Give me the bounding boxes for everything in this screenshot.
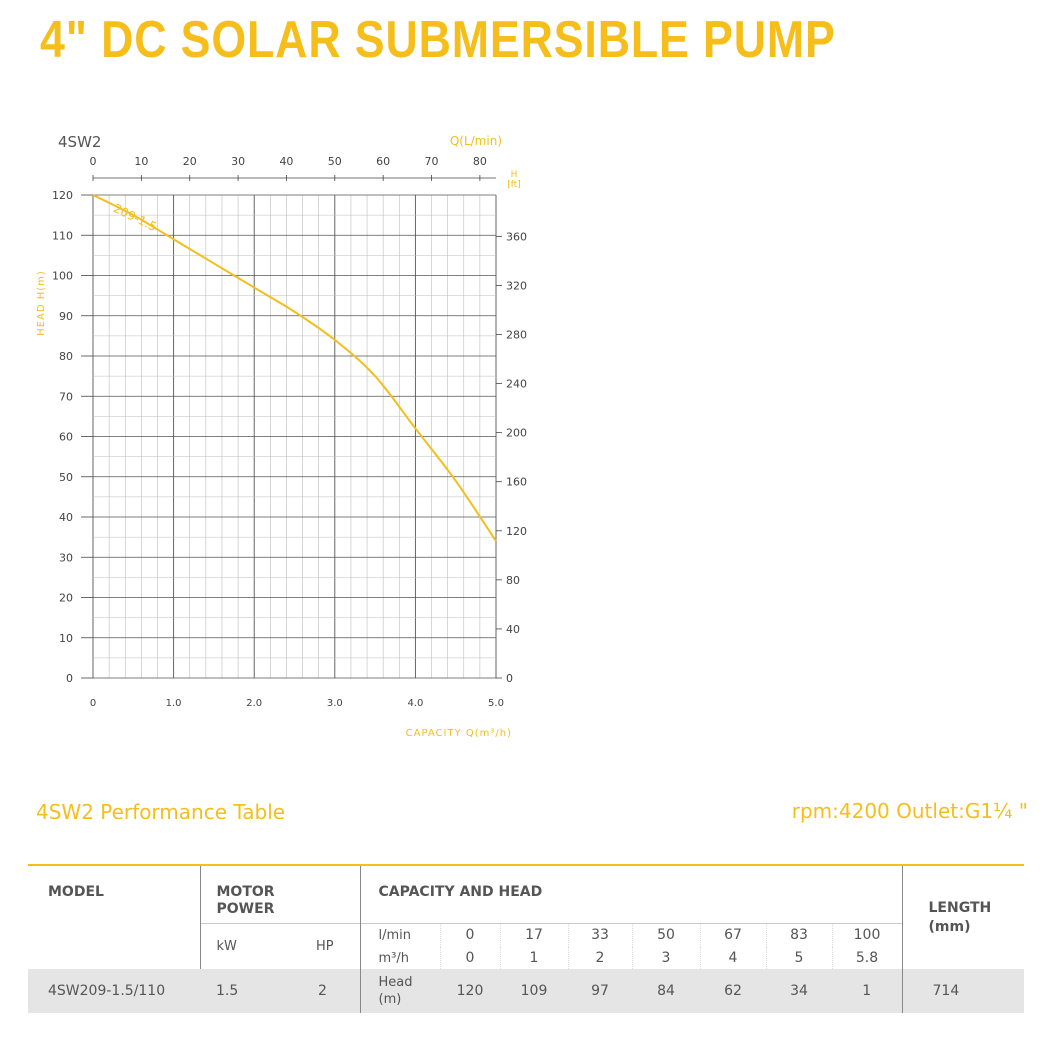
right-tick-label: 40 bbox=[506, 623, 520, 636]
table-title: 4SW2 Performance Table bbox=[36, 800, 286, 824]
top-tick-label: 30 bbox=[231, 155, 245, 168]
m3h-value: 2 bbox=[567, 947, 632, 969]
right-tick-label: 360 bbox=[506, 230, 527, 243]
right-tick-label: 200 bbox=[506, 427, 527, 440]
m3h-value: 0 bbox=[439, 947, 500, 969]
top-tick-label: 20 bbox=[183, 155, 197, 168]
y-tick-label: 40 bbox=[59, 511, 73, 524]
y-tick-label: 110 bbox=[52, 229, 73, 242]
top-tick-label: 70 bbox=[425, 155, 439, 168]
x-tick-label: 0 bbox=[90, 698, 96, 709]
lmin-value: 100 bbox=[831, 922, 903, 947]
y-tick-label: 20 bbox=[59, 592, 73, 605]
table-meta: rpm:4200 Outlet:G1¼ " bbox=[791, 799, 1028, 823]
x-tick-label: 2.0 bbox=[246, 698, 262, 709]
y-tick-label: 100 bbox=[52, 270, 73, 283]
right-tick-label: 280 bbox=[506, 329, 527, 342]
top-tick-label: 50 bbox=[328, 155, 342, 168]
head-value: 84 bbox=[632, 969, 700, 1013]
lmin-value: 33 bbox=[567, 922, 632, 947]
x-axis-label: CAPACITY Q(m³/h) bbox=[406, 728, 512, 739]
head-label: Head (m) bbox=[360, 969, 440, 1013]
y-tick-label: 50 bbox=[59, 471, 73, 484]
right-axis-label-ft: [ft] bbox=[507, 180, 521, 190]
m3h-value: 1 bbox=[499, 947, 568, 969]
page-title: 4" DC SOLAR SUBMERSIBLE PUMP bbox=[40, 11, 836, 69]
y-tick-label: 0 bbox=[66, 672, 73, 685]
header-motor-power: MOTOR POWER bbox=[200, 865, 361, 923]
right-axis-label-h: H bbox=[511, 170, 518, 180]
y-tick-label: 70 bbox=[59, 390, 73, 403]
series-curve bbox=[92, 194, 497, 542]
top-tick-label: 10 bbox=[134, 155, 148, 168]
m3h-value: 5 bbox=[765, 947, 832, 969]
head-value: 1 bbox=[832, 969, 903, 1013]
right-tick-label: 320 bbox=[506, 279, 527, 292]
row-hp: 2 bbox=[270, 969, 361, 1013]
y-tick-label: 90 bbox=[59, 310, 73, 323]
head-value: 109 bbox=[500, 969, 568, 1013]
lmin-value: 83 bbox=[765, 922, 832, 947]
top-tick-label: 40 bbox=[279, 155, 293, 168]
y-tick-label: 30 bbox=[59, 551, 73, 564]
top-tick-label: 0 bbox=[90, 155, 97, 168]
y-tick-label: 60 bbox=[59, 431, 73, 444]
head-value: 62 bbox=[700, 969, 766, 1013]
chart-series: 209-1.5 bbox=[92, 194, 497, 542]
right-tick-label: 80 bbox=[506, 574, 520, 587]
head-value: 34 bbox=[766, 969, 832, 1013]
right-tick-label: 240 bbox=[506, 378, 527, 391]
y-tick-label: 80 bbox=[59, 350, 73, 363]
lmin-label: l/min bbox=[360, 922, 440, 947]
right-tick-label: 120 bbox=[506, 525, 527, 538]
header-length: LENGTH (mm) bbox=[928, 899, 992, 935]
chart-model-label: 4SW2 bbox=[58, 133, 101, 151]
row-model: 4SW209-1.5/110 bbox=[28, 969, 200, 1013]
x-tick-label: 3.0 bbox=[327, 698, 343, 709]
header-model: MODEL bbox=[28, 865, 201, 969]
chart-grid bbox=[92, 194, 497, 679]
head-value: 97 bbox=[568, 969, 632, 1013]
header-kw: kW bbox=[200, 922, 270, 969]
x-tick-label: 5.0 bbox=[488, 698, 504, 709]
head-value: 120 bbox=[440, 969, 500, 1013]
m3h-value: 5.8 bbox=[831, 947, 903, 969]
lmin-value: 50 bbox=[631, 922, 700, 947]
header-capacity-head: CAPACITY AND HEAD bbox=[360, 865, 903, 923]
lmin-value: 0 bbox=[439, 922, 500, 947]
performance-table: MODEL MOTOR POWER CAPACITY AND HEAD LENG… bbox=[28, 864, 1024, 1013]
y-axis-label: HEAD H(m) bbox=[36, 270, 47, 336]
x-tick-label: 1.0 bbox=[166, 698, 182, 709]
y-tick-label: 120 bbox=[52, 189, 73, 202]
y-tick-label: 10 bbox=[59, 632, 73, 645]
row-length: 714 bbox=[902, 969, 1024, 1013]
m3h-value: 3 bbox=[631, 947, 700, 969]
row-kw: 1.5 bbox=[200, 969, 270, 1013]
m3h-value: 4 bbox=[699, 947, 766, 969]
m3h-label: m³/h bbox=[378, 950, 410, 966]
top-tick-label: 60 bbox=[376, 155, 390, 168]
series-label: 209-1.5 bbox=[111, 201, 159, 234]
header-hp: HP bbox=[270, 922, 361, 969]
right-tick-label: 0 bbox=[506, 672, 513, 685]
x-tick-label: 4.0 bbox=[407, 698, 423, 709]
lmin-value: 17 bbox=[499, 922, 568, 947]
right-tick-label: 160 bbox=[506, 476, 527, 489]
lmin-value: 67 bbox=[699, 922, 766, 947]
top-tick-label: 80 bbox=[473, 155, 487, 168]
top-axis-label: Q(L/min) bbox=[450, 134, 502, 148]
